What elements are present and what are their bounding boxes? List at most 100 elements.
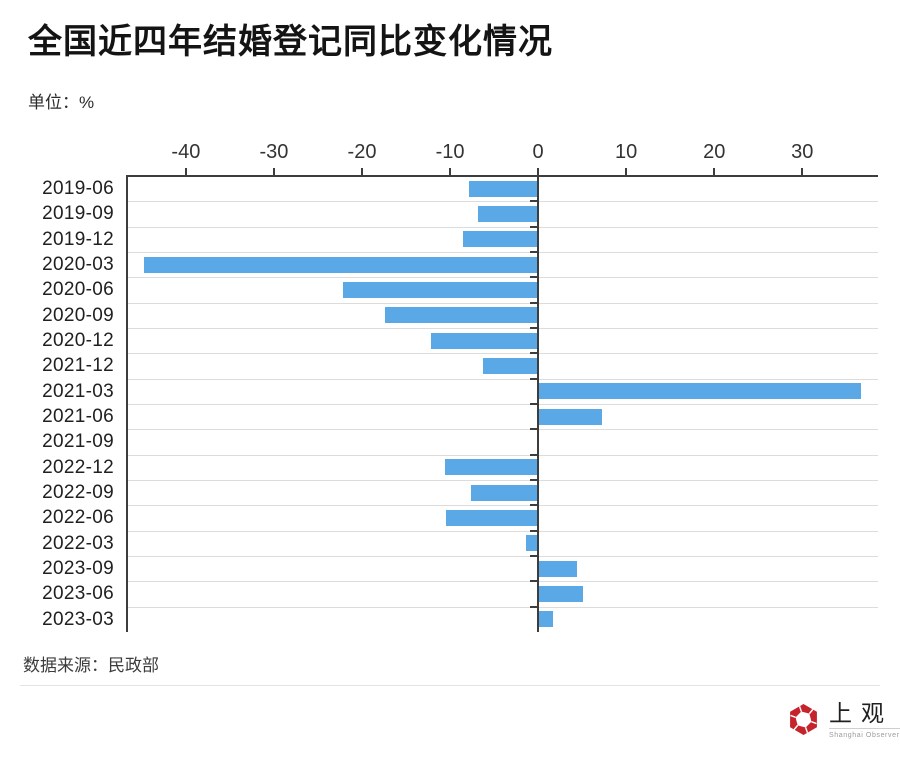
bar xyxy=(525,535,538,552)
footer-divider xyxy=(20,685,880,686)
row-gridline xyxy=(126,404,878,405)
category-tick-mark xyxy=(530,428,539,431)
bar xyxy=(463,231,538,248)
x-axis-tick-mark xyxy=(449,168,452,176)
bar xyxy=(539,586,583,602)
y-axis-category-label: 2020-09 xyxy=(42,304,114,326)
logo-text: 上观 Shanghai Observer xyxy=(829,701,900,740)
row-gridline xyxy=(126,505,878,507)
x-axis-tick-label: 0 xyxy=(532,141,544,163)
row-gridline xyxy=(126,226,878,228)
bar xyxy=(445,510,538,526)
x-axis-tick-label: 10 xyxy=(615,141,638,163)
category-tick-mark xyxy=(530,580,539,583)
y-axis-category-label: 2022-09 xyxy=(42,482,114,503)
logo-caption: Shanghai Observer xyxy=(829,728,900,740)
x-axis-tick-mark xyxy=(625,168,628,176)
x-axis-tick-label: -20 xyxy=(347,141,377,163)
shanghai-observer-logo: 上观 Shanghai Observer xyxy=(787,701,900,740)
bar xyxy=(539,611,554,628)
y-axis-category-label: 2020-03 xyxy=(42,254,114,275)
x-axis-tick-label: -30 xyxy=(259,141,289,163)
row-gridline xyxy=(126,328,878,329)
y-axis-category-label: 2019-09 xyxy=(42,203,114,225)
category-tick-mark xyxy=(530,327,539,329)
bar xyxy=(342,282,538,298)
bar xyxy=(539,408,603,425)
category-tick-mark xyxy=(530,403,539,405)
x-axis-tick-label: -40 xyxy=(171,141,201,163)
x-axis-tick-mark xyxy=(537,168,540,176)
row-gridline xyxy=(126,606,878,608)
aperture-hexagon-icon xyxy=(790,704,817,735)
row-gridline xyxy=(126,530,878,532)
y-axis-category-label: 2022-12 xyxy=(42,456,114,478)
y-axis-category-label: 2021-06 xyxy=(42,406,114,427)
bar xyxy=(430,332,538,349)
plot-top-border xyxy=(126,175,878,177)
x-axis-tick-mark xyxy=(184,168,187,176)
bar xyxy=(482,358,538,374)
category-tick-mark xyxy=(530,453,539,456)
y-axis-category-label: 2019-12 xyxy=(42,228,114,250)
row-gridline xyxy=(126,277,878,279)
bar xyxy=(539,383,862,400)
row-gridline xyxy=(126,353,878,355)
row-gridline xyxy=(126,581,878,583)
x-axis-tick-label: -10 xyxy=(435,141,465,163)
x-axis-tick-label: 20 xyxy=(703,141,726,163)
category-tick-mark xyxy=(530,251,539,253)
x-axis-tick-mark xyxy=(713,168,716,176)
bar xyxy=(444,459,538,476)
left-axis-line xyxy=(126,176,128,632)
category-tick-mark xyxy=(530,479,539,481)
y-axis-category-label: 2021-12 xyxy=(42,355,114,377)
y-axis-category-label: 2023-09 xyxy=(42,558,114,579)
source-label: 数据来源：民政部 xyxy=(23,656,159,675)
row-gridline xyxy=(126,378,878,380)
y-axis-category-label: 2022-03 xyxy=(42,532,114,554)
category-tick-mark xyxy=(530,504,539,507)
row-gridline xyxy=(126,429,878,431)
bar xyxy=(144,256,538,273)
y-axis-category-label: 2023-03 xyxy=(42,608,114,630)
category-tick-mark xyxy=(530,276,539,279)
y-axis-category-label: 2019-06 xyxy=(42,178,114,199)
unit-label: 单位：% xyxy=(28,93,95,112)
logo-title: 上观 xyxy=(829,701,893,726)
row-gridline xyxy=(126,454,878,456)
zero-axis-line xyxy=(537,176,540,632)
y-axis-category-label: 2020-06 xyxy=(42,279,114,301)
x-axis-tick-label: 30 xyxy=(791,141,814,163)
row-gridline xyxy=(126,252,878,253)
bar xyxy=(384,307,538,324)
bar xyxy=(478,206,538,222)
y-axis-category-label: 2023-06 xyxy=(42,583,114,605)
row-gridline xyxy=(126,302,878,304)
row-gridline xyxy=(126,480,878,481)
category-tick-mark xyxy=(530,175,539,177)
x-axis-tick-mark xyxy=(272,168,275,176)
category-tick-mark xyxy=(530,352,539,355)
category-tick-mark xyxy=(530,555,539,557)
category-tick-mark xyxy=(530,301,539,304)
y-axis-category-label: 2021-09 xyxy=(42,431,114,453)
category-tick-mark xyxy=(530,605,539,608)
row-gridline xyxy=(126,201,878,203)
category-tick-mark xyxy=(530,225,539,228)
bar xyxy=(469,180,538,197)
y-axis-category-label: 2021-03 xyxy=(42,380,114,402)
category-tick-mark xyxy=(530,377,539,380)
category-tick-mark xyxy=(530,200,539,203)
chart-title: 全国近四年结婚登记同比变化情况 xyxy=(28,23,553,61)
bar xyxy=(471,484,538,501)
y-axis-category-label: 2022-06 xyxy=(42,507,114,529)
x-axis-tick-mark xyxy=(360,168,363,176)
y-axis-category-label: 2020-12 xyxy=(42,330,114,351)
category-tick-mark xyxy=(530,529,539,532)
x-axis-tick-mark xyxy=(801,168,804,176)
row-gridline xyxy=(126,556,878,557)
bar xyxy=(539,560,577,577)
